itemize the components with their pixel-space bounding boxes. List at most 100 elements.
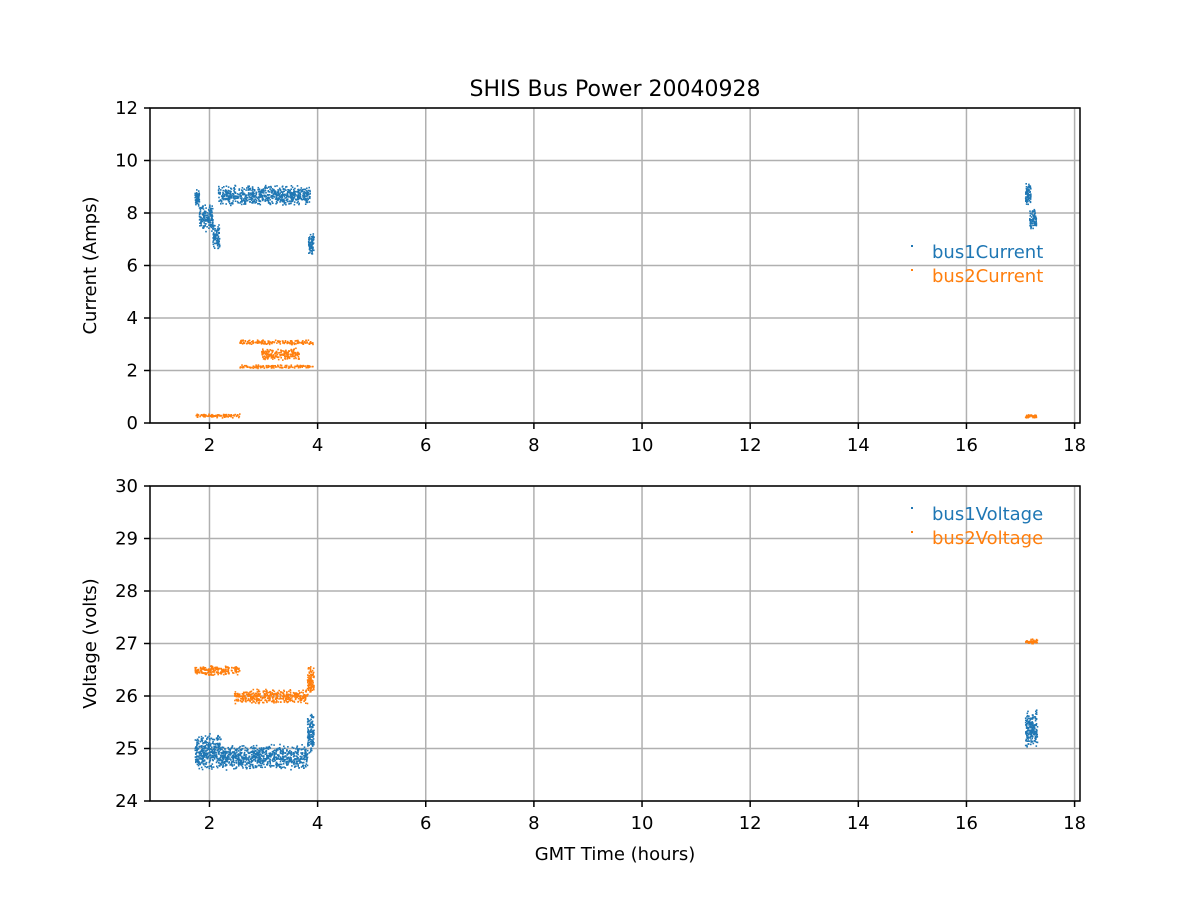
data-point [258, 202, 260, 205]
data-point [1035, 713, 1037, 715]
data-point [220, 668, 223, 671]
data-point [219, 762, 222, 765]
data-point [255, 766, 257, 769]
data-point [228, 748, 230, 751]
data-point [200, 749, 203, 752]
data-point [286, 355, 288, 358]
data-point [308, 736, 310, 738]
data-point [218, 744, 220, 747]
bus1Current-cluster [212, 224, 221, 250]
data-point [209, 752, 211, 754]
data-point [265, 746, 268, 749]
data-point [212, 669, 215, 672]
data-point [240, 198, 243, 201]
data-point [208, 741, 211, 744]
data-point [1030, 216, 1033, 218]
data-point [1032, 717, 1034, 719]
data-point [295, 198, 297, 201]
data-point [285, 760, 287, 763]
data-point [236, 748, 239, 750]
data-point [216, 244, 219, 247]
data-point [202, 762, 204, 765]
data-point [204, 745, 207, 747]
data-point [202, 745, 205, 748]
data-point [196, 669, 198, 672]
data-point [1035, 730, 1038, 733]
data-point [214, 228, 217, 230]
data-point [305, 198, 308, 201]
data-point [1027, 414, 1030, 416]
data-point [303, 746, 306, 748]
data-point [289, 196, 292, 199]
data-point [308, 678, 310, 681]
bus1Current-cluster [1024, 183, 1032, 206]
data-point [309, 241, 312, 244]
data-point [222, 766, 224, 768]
data-point [297, 695, 300, 698]
data-point [1030, 638, 1032, 641]
data-point [194, 758, 197, 761]
data-point [232, 200, 234, 202]
data-point [299, 699, 301, 702]
data-point [278, 689, 280, 692]
data-point [312, 686, 315, 688]
data-point [195, 753, 197, 755]
data-point [222, 756, 225, 758]
data-point [257, 366, 259, 369]
data-point [293, 762, 295, 764]
data-point [208, 672, 210, 674]
data-point [234, 699, 236, 702]
data-point [208, 754, 211, 757]
data-point [259, 750, 261, 753]
data-point [213, 245, 215, 248]
data-point [250, 193, 253, 196]
data-point [208, 220, 210, 222]
data-point [295, 693, 297, 695]
data-point [256, 749, 259, 751]
data-point [248, 693, 251, 696]
data-point [271, 765, 274, 767]
data-point [225, 203, 227, 205]
data-point [308, 683, 310, 685]
data-point [258, 365, 260, 368]
data-point [285, 365, 288, 368]
data-point [216, 239, 218, 242]
data-point [270, 353, 272, 356]
data-point [258, 193, 261, 195]
data-point [1025, 719, 1027, 722]
data-point [234, 198, 236, 200]
data-point [221, 417, 224, 419]
data-point [290, 364, 293, 366]
data-point [1025, 203, 1028, 205]
data-point [210, 748, 212, 750]
data-point [216, 414, 219, 416]
data-point [292, 350, 295, 353]
data-point [206, 672, 209, 674]
data-point [265, 692, 268, 695]
data-point [275, 764, 278, 766]
data-point [218, 196, 220, 199]
data-point [245, 767, 248, 770]
data-point [217, 751, 220, 754]
data-point [1027, 722, 1029, 725]
data-point [238, 670, 241, 672]
data-point [229, 751, 231, 753]
data-point [237, 667, 240, 670]
data-point [222, 413, 225, 416]
data-point [256, 760, 259, 763]
data-point [200, 414, 203, 416]
data-point [196, 763, 199, 766]
data-point [217, 667, 219, 669]
data-point [279, 366, 281, 369]
data-point [280, 195, 283, 198]
data-point [197, 740, 200, 742]
data-point [299, 366, 301, 369]
data-point [206, 669, 208, 671]
data-point [312, 242, 315, 244]
data-point [204, 204, 206, 206]
data-point [198, 746, 201, 748]
data-point [266, 697, 269, 700]
data-point [1033, 416, 1036, 419]
bus1Voltage-cluster [194, 733, 222, 771]
data-point [296, 761, 298, 763]
